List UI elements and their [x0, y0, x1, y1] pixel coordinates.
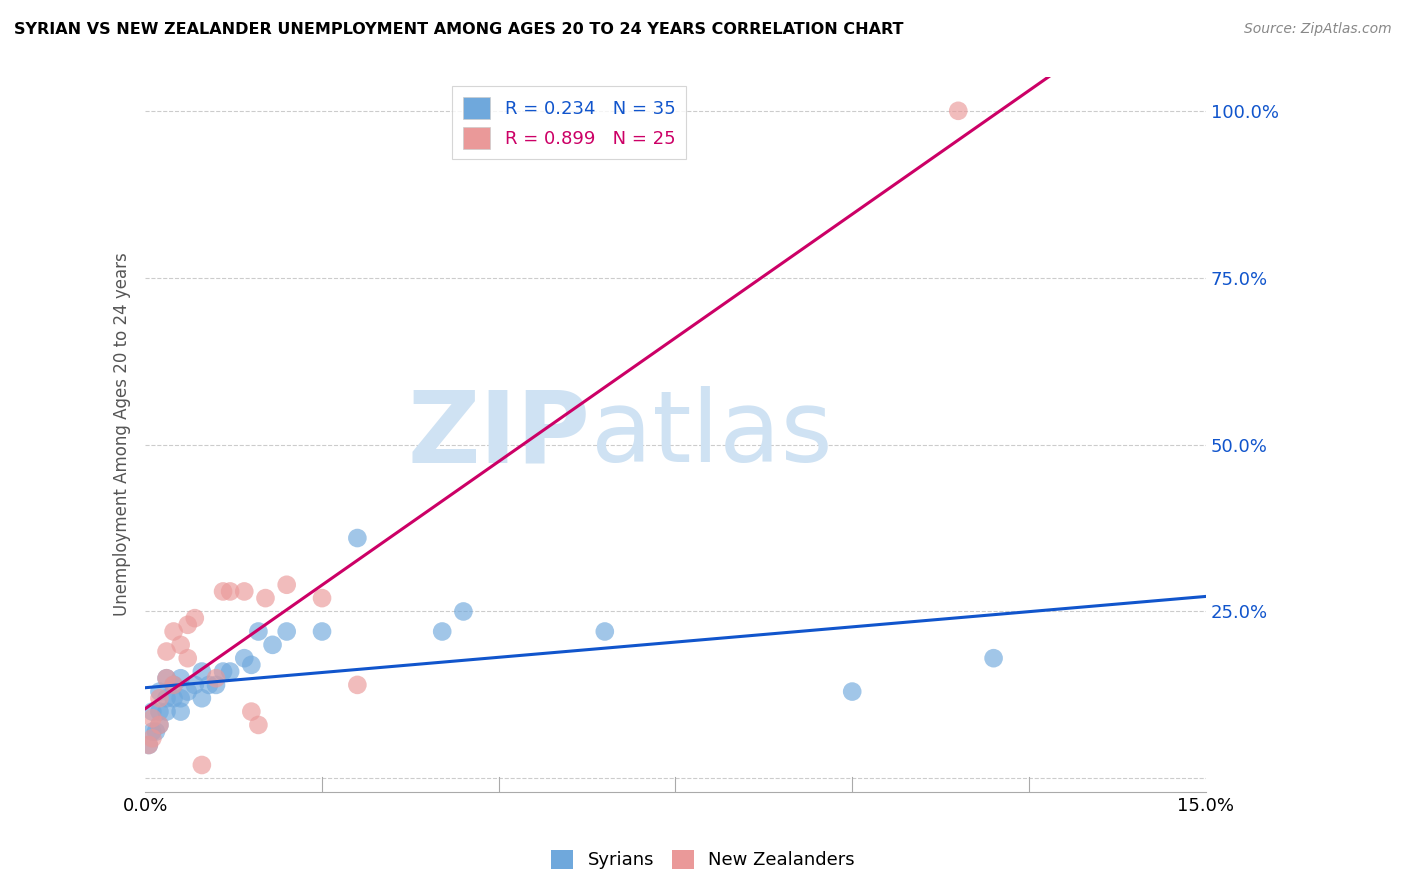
Point: [205, 671, 228, 685]
Point: [233, 584, 256, 599]
Point: [262, 638, 284, 652]
Point: [346, 531, 368, 545]
Point: [169, 638, 191, 652]
Point: [177, 617, 200, 632]
Point: [141, 705, 163, 719]
Point: [254, 591, 277, 606]
Point: [177, 684, 200, 698]
Point: [247, 624, 270, 639]
Point: [162, 678, 184, 692]
Point: [212, 584, 235, 599]
Point: [311, 591, 333, 606]
Point: [453, 604, 475, 618]
Point: [184, 678, 207, 692]
Point: [311, 624, 333, 639]
Point: [148, 691, 170, 706]
Point: [198, 678, 221, 692]
Point: [191, 691, 214, 706]
Point: [240, 705, 263, 719]
Legend: R = 0.234   N = 35, R = 0.899   N = 25: R = 0.234 N = 35, R = 0.899 N = 25: [453, 87, 686, 160]
Point: [141, 731, 163, 746]
Point: [138, 738, 160, 752]
Point: [162, 691, 184, 706]
Point: [162, 678, 184, 692]
Point: [169, 671, 191, 685]
Point: [148, 705, 170, 719]
Point: [593, 624, 616, 639]
Point: [184, 611, 207, 625]
Point: [169, 705, 191, 719]
Point: [276, 578, 298, 592]
Point: [841, 684, 863, 698]
Point: [212, 665, 235, 679]
Text: Source: ZipAtlas.com: Source: ZipAtlas.com: [1244, 22, 1392, 37]
Point: [155, 705, 177, 719]
Point: [191, 758, 214, 772]
Text: ZIP: ZIP: [408, 386, 591, 483]
Point: [219, 584, 242, 599]
Text: atlas: atlas: [591, 386, 832, 483]
Y-axis label: Unemployment Among Ages 20 to 24 years: Unemployment Among Ages 20 to 24 years: [114, 252, 131, 616]
Point: [155, 671, 177, 685]
Point: [148, 718, 170, 732]
Point: [145, 724, 167, 739]
Point: [432, 624, 454, 639]
Point: [155, 671, 177, 685]
Legend: Syrians, New Zealanders: Syrians, New Zealanders: [543, 841, 863, 879]
Point: [169, 691, 191, 706]
Point: [177, 651, 200, 665]
Point: [191, 665, 214, 679]
Point: [219, 665, 242, 679]
Point: [205, 678, 228, 692]
Point: [247, 718, 270, 732]
Point: [233, 651, 256, 665]
Point: [148, 718, 170, 732]
Point: [240, 657, 263, 672]
Point: [148, 684, 170, 698]
Point: [141, 711, 163, 725]
Point: [983, 651, 1005, 665]
Point: [155, 691, 177, 706]
Point: [346, 678, 368, 692]
Point: [138, 738, 160, 752]
Text: SYRIAN VS NEW ZEALANDER UNEMPLOYMENT AMONG AGES 20 TO 24 YEARS CORRELATION CHART: SYRIAN VS NEW ZEALANDER UNEMPLOYMENT AMO…: [14, 22, 904, 37]
Point: [948, 103, 970, 118]
Point: [155, 644, 177, 658]
Point: [141, 724, 163, 739]
Point: [162, 624, 184, 639]
Point: [276, 624, 298, 639]
